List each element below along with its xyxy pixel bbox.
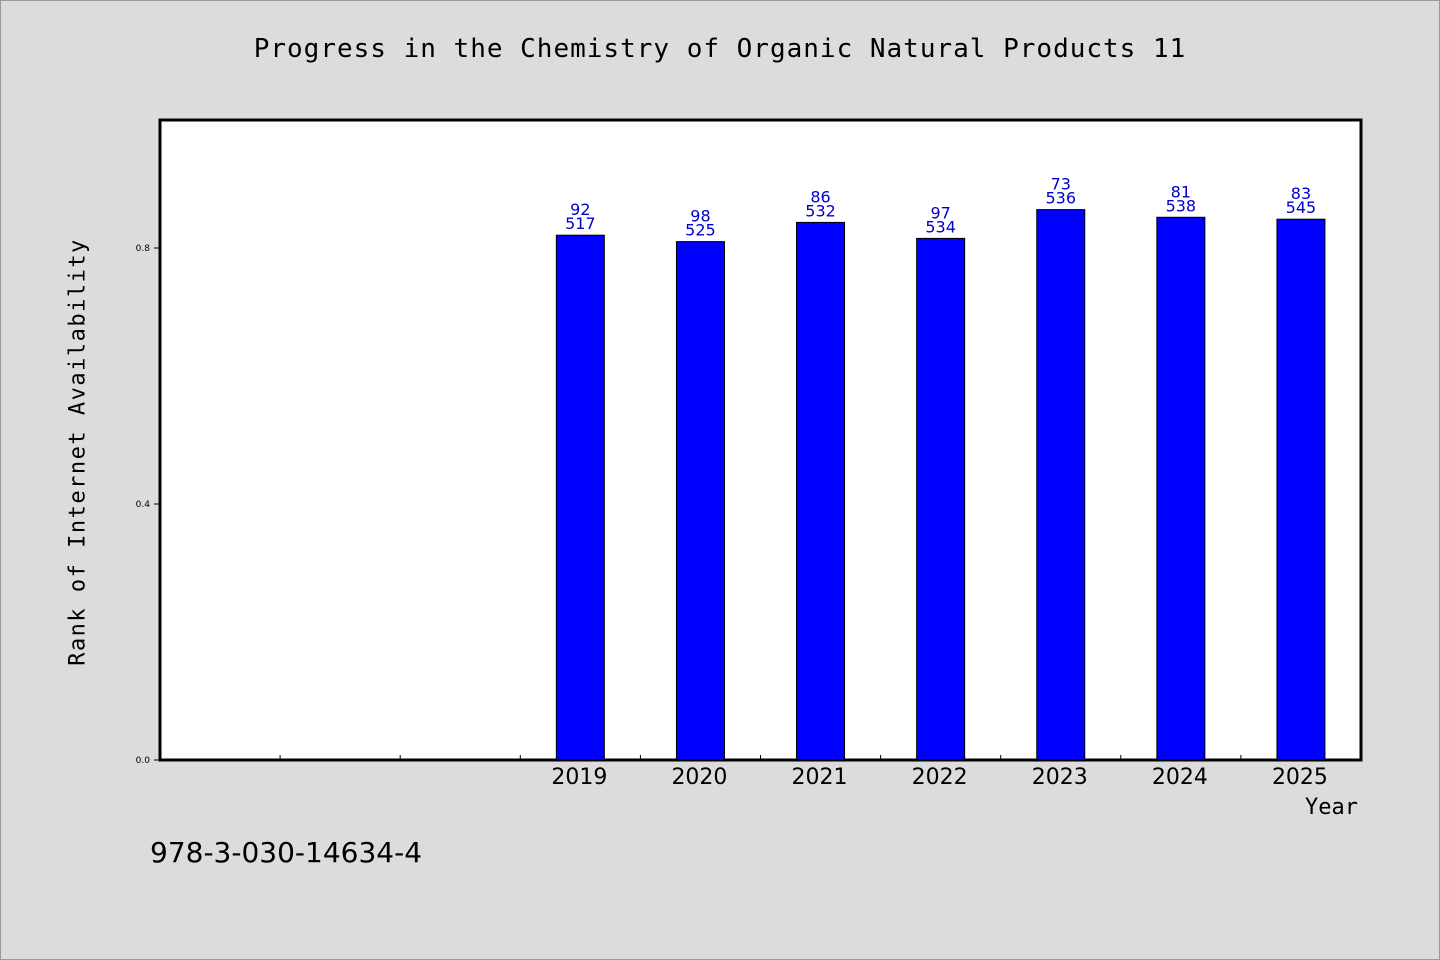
- bar: [1276, 218, 1326, 761]
- chart-title: Progress in the Chemistry of Organic Nat…: [253, 34, 1187, 64]
- bar: [1156, 216, 1206, 761]
- x-tick-label: 2019: [551, 765, 607, 790]
- x-tick-label: 2021: [792, 765, 848, 790]
- bar: [1036, 209, 1086, 761]
- bar-label-top: 86: [810, 187, 830, 206]
- bar: [555, 234, 605, 761]
- bar-label-bottom: 545: [1286, 198, 1317, 217]
- y-tick-label: 0.4: [136, 500, 151, 510]
- axis-ticks: 0.0 0.4 0.8: [136, 244, 1242, 766]
- y-tick-label: 0.0: [136, 756, 151, 766]
- bar-label-top: 73: [1051, 175, 1071, 194]
- bar: [916, 237, 966, 761]
- bar-label-bottom: 532: [805, 201, 836, 220]
- bar: [796, 221, 846, 761]
- bar-label-bottom: 525: [685, 221, 716, 240]
- bar-label-top: 83: [1291, 184, 1311, 203]
- bar-label-top: 92: [570, 200, 590, 219]
- bars-group: [555, 209, 1326, 761]
- bar-label-bottom: 517: [565, 214, 596, 233]
- x-axis-label: Year: [1305, 795, 1358, 820]
- isbn-label: 978-3-030-14634-4: [150, 836, 423, 869]
- bar-label-bottom: 536: [1045, 189, 1076, 208]
- bar: [675, 241, 725, 761]
- x-tick-label: 2023: [1032, 765, 1088, 790]
- bar-label-top: 98: [690, 207, 710, 226]
- x-tick-label: 2025: [1272, 765, 1328, 790]
- bar-label-bottom: 534: [925, 217, 956, 236]
- x-tick-label: 2020: [671, 765, 727, 790]
- bar-label-top: 81: [1171, 182, 1191, 201]
- y-tick-label: 0.8: [136, 244, 151, 254]
- x-tick-label: 2024: [1152, 765, 1208, 790]
- x-tick-label: 2022: [912, 765, 968, 790]
- bar-label-bottom: 538: [1166, 196, 1197, 215]
- bar-label-top: 97: [930, 203, 950, 222]
